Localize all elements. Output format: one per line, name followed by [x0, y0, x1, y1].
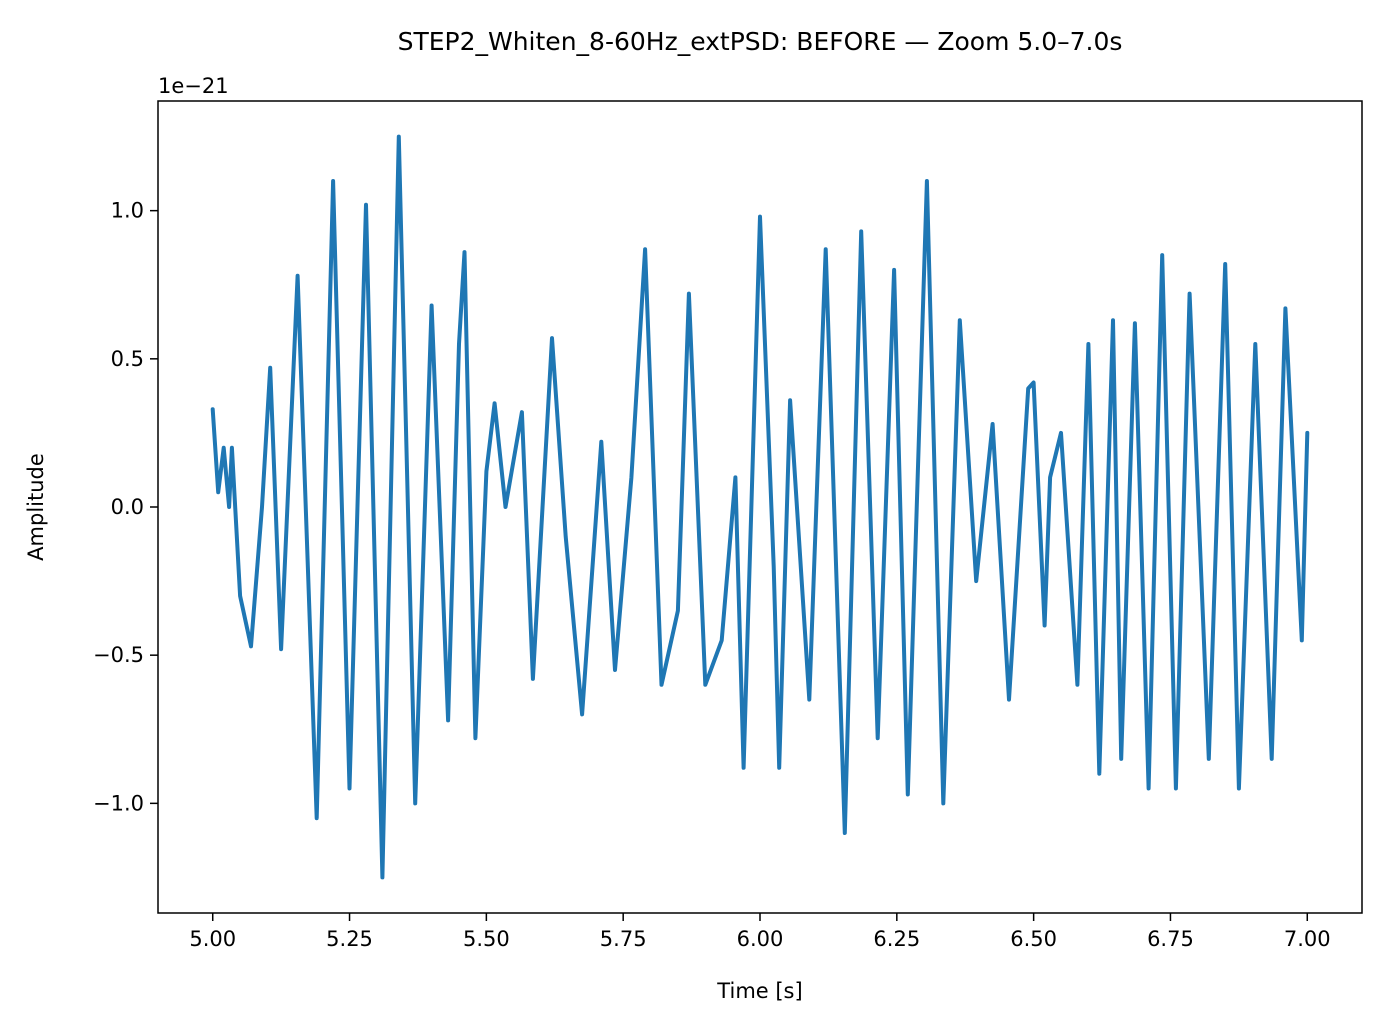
x-tick-label: 6.00: [737, 927, 784, 951]
y-axis-label: Amplitude: [24, 453, 48, 561]
y-tick-label: −1.0: [93, 791, 144, 815]
x-axis-ticks: 5.00 5.25 5.50 5.75 6.00 6.25 6.50 6.75 7.00: [189, 913, 1331, 951]
x-tick-label: 5.00: [189, 927, 236, 951]
x-tick-label: 6.75: [1147, 927, 1194, 951]
x-tick-label: 6.50: [1010, 927, 1057, 951]
y-axis-ticks: −1.0 −0.5 0.0 0.5 1.0: [93, 199, 158, 815]
y-tick-label: 0.5: [111, 347, 144, 371]
x-tick-label: 6.25: [873, 927, 920, 951]
x-axis-label: Time [s]: [716, 979, 802, 1003]
chart-title: STEP2_Whiten_8-60Hz_extPSD: BEFORE — Zoo…: [398, 27, 1123, 56]
x-tick-label: 7.00: [1284, 927, 1331, 951]
y-tick-label: 0.0: [111, 495, 144, 519]
series-line: [210, 134, 1310, 880]
x-tick-label: 5.75: [600, 927, 647, 951]
x-tick-label: 5.50: [463, 927, 510, 951]
y-tick-label: 1.0: [111, 199, 144, 223]
y-tick-label: −0.5: [93, 643, 144, 667]
x-tick-label: 5.25: [326, 927, 373, 951]
y-offset-text: 1e−21: [158, 74, 229, 98]
